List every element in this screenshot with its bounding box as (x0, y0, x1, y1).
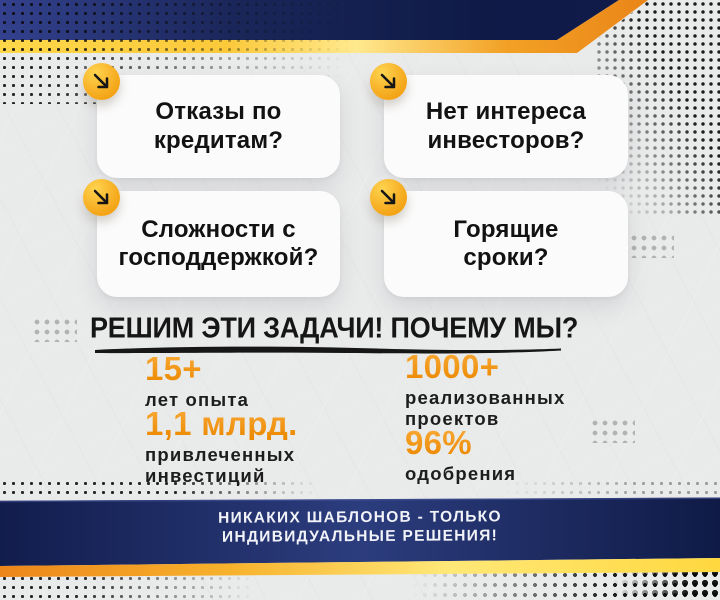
stat-label: лет опыта (145, 389, 250, 410)
stat-value: 96% (405, 426, 516, 459)
card-line: Отказы по (155, 98, 282, 126)
arrow-down-right-icon (83, 179, 120, 216)
stat-value: 15+ (145, 352, 249, 385)
heading-brush-underline (95, 346, 561, 354)
stat-label: привлеченных инвестиций (145, 444, 298, 486)
stat-label: реализованных проектов (405, 387, 566, 429)
arrow-down-right-icon (370, 179, 407, 216)
section-heading: РЕШИМ ЭТИ ЗАДАЧИ! ПОЧЕМУ МЫ? (90, 312, 579, 345)
gray-dot-grid-left (30, 315, 77, 342)
gray-dot-grid-stats (588, 416, 635, 443)
card-line: Нет интереса (425, 98, 587, 126)
stat-value: 1,1 млрд. (145, 405, 298, 442)
stat-approval-rate: 96% одобрения (405, 426, 516, 484)
arrow-down-right-icon (83, 63, 120, 100)
question-card-credit-refusals: Отказы по кредитам? (83, 63, 340, 178)
banner-slogan-line: ИНДИВИДУАЛЬНЫЕ РЕШЕНИЯ! (221, 526, 499, 546)
stat-label-line: реализованных (405, 387, 566, 408)
stat-label: одобрения (405, 463, 517, 484)
stat-value: 1000+ (405, 350, 566, 383)
card-line: кредитам? (153, 126, 284, 154)
stat-label-line: инвестиций (145, 465, 266, 486)
stat-label-line: привлеченных (145, 444, 296, 465)
card-line: инвесторов? (427, 126, 585, 154)
card-line: Сложности с (141, 215, 296, 243)
card-question-text: Горящие сроки? (453, 216, 558, 272)
card-question-text: Нет интереса инвесторов? (426, 98, 586, 154)
stat-investments-raised: 1,1 млрд. привлеченных инвестиций (145, 407, 298, 486)
question-card-state-support: Сложности с господдержкой? (83, 179, 340, 297)
card-line: сроки? (463, 244, 549, 271)
stat-label-line: проектов (405, 408, 500, 429)
question-card-investor-interest: Нет интереса инвесторов? (370, 63, 628, 178)
card-question-text: Сложности с господдержкой? (119, 216, 319, 272)
card-question-text: Отказы по кредитам? (154, 98, 283, 154)
stat-completed-projects: 1000+ реализованных проектов (405, 350, 566, 429)
gray-dot-grid-right (627, 231, 674, 258)
header-band (0, 0, 648, 53)
arrow-down-right-icon (370, 63, 407, 100)
question-card-deadlines: Горящие сроки? (370, 179, 628, 297)
banner-blue-shape (0, 497, 720, 566)
card-line: господдержкой? (118, 244, 319, 271)
header-blue-shape (0, 0, 619, 40)
banner-slogan: НИКАКИХ ШАБЛОНОВ - ТОЛЬКО ИНДИВИДУАЛЬНЫЕ… (0, 507, 720, 548)
card-line: Горящие (453, 215, 559, 243)
stat-years-experience: 15+ лет опыта (145, 352, 249, 410)
